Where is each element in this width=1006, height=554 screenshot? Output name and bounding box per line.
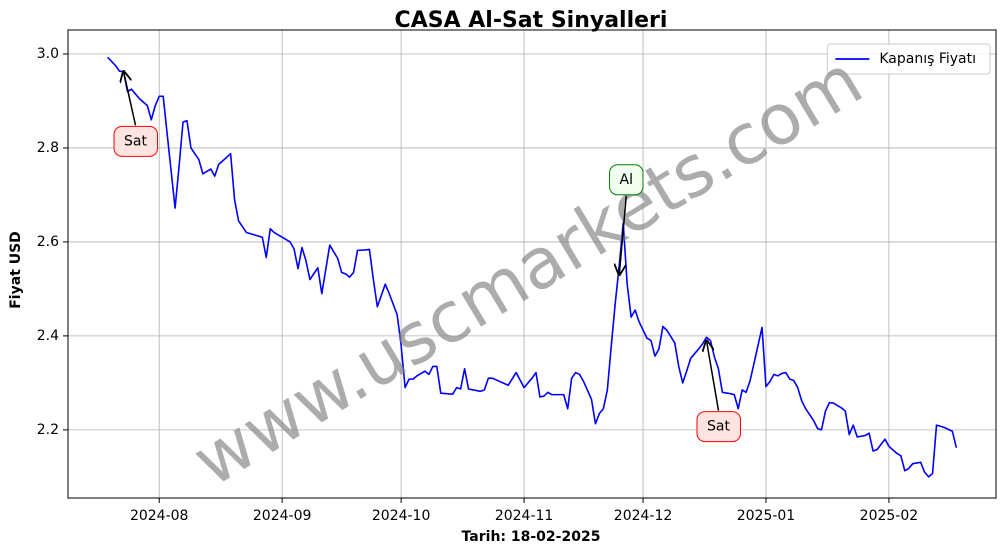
x-axis-label: Tarih: 18-02-2025 xyxy=(462,529,601,545)
x-tick-label: 2024-09 xyxy=(253,508,312,524)
x-tick-label: 2024-10 xyxy=(372,508,431,524)
annotation: Sat xyxy=(113,71,159,157)
x-tick-label: 2025-01 xyxy=(737,508,796,524)
annotation-arrow xyxy=(619,195,627,275)
annotation-box xyxy=(609,164,644,196)
annotation: Al xyxy=(609,164,644,275)
x-tick-label: 2024-11 xyxy=(495,508,554,524)
x-tick-label: 2024-12 xyxy=(614,508,673,524)
y-tick-label: 3.0 xyxy=(37,46,59,62)
annotation-box xyxy=(113,125,159,157)
x-tick-label: 2025-02 xyxy=(860,508,919,524)
annotation: Sat xyxy=(696,341,741,443)
grid xyxy=(68,30,996,498)
chart-title: CASA Al-Sat Sinyalleri xyxy=(395,8,668,33)
plot-area xyxy=(107,56,958,478)
annotation-label: Al xyxy=(620,172,633,188)
y-tick-label: 2.2 xyxy=(37,422,59,438)
legend: Kapanış Fiyatı xyxy=(826,43,991,75)
legend-label: Kapanış Fiyatı xyxy=(879,51,976,67)
y-tick-label: 2.8 xyxy=(37,140,59,156)
y-axis-label: Fiyat USD xyxy=(8,231,24,309)
legend-box xyxy=(826,43,991,75)
price-line xyxy=(107,56,958,478)
x-tick-label: 2024-08 xyxy=(130,508,189,524)
annotation-box xyxy=(696,411,741,443)
annotation-arrow xyxy=(706,341,720,411)
annotation-label: Sat xyxy=(707,419,730,435)
annotation-label: Sat xyxy=(124,133,147,149)
y-tick-label: 2.4 xyxy=(37,328,59,344)
y-tick-label: 2.6 xyxy=(37,234,59,250)
annotation-arrow xyxy=(124,71,137,126)
axes-frame xyxy=(67,29,997,499)
